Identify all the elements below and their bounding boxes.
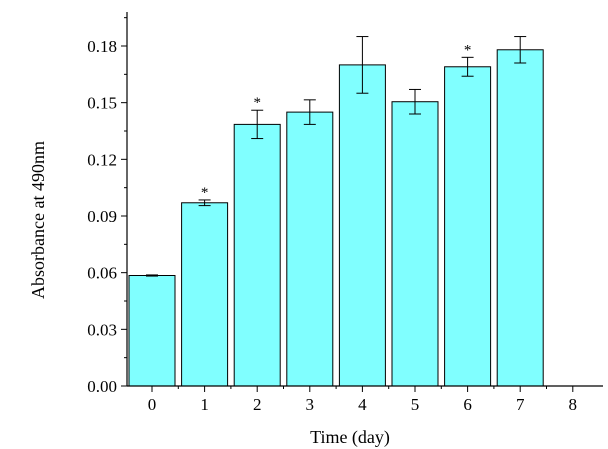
y-tick-label: 0.03 bbox=[87, 320, 117, 339]
x-tick-label: 6 bbox=[463, 395, 472, 414]
y-tick-label: 0.12 bbox=[87, 150, 117, 169]
x-tick-label: 2 bbox=[253, 395, 262, 414]
x-tick-label: 8 bbox=[569, 395, 578, 414]
bar-day-7 bbox=[496, 49, 544, 387]
bar-day-1 bbox=[181, 202, 229, 387]
x-tick-label: 5 bbox=[411, 395, 420, 414]
error-bar-day-7 bbox=[514, 36, 527, 64]
y-tick-label: 0.18 bbox=[87, 37, 117, 56]
significance-star-day-6: * bbox=[464, 42, 472, 58]
bar-day-6 bbox=[444, 66, 492, 387]
y-tick-label: 0.06 bbox=[87, 264, 117, 283]
bar-day-2 bbox=[233, 123, 281, 387]
error-bar-day-4 bbox=[356, 36, 369, 94]
x-tick-label: 4 bbox=[358, 395, 367, 414]
x-tick-label: 3 bbox=[306, 395, 315, 414]
error-bar-day-2 bbox=[251, 109, 264, 140]
error-bars-layer bbox=[146, 36, 527, 277]
tick-labels-layer: 0.00 0.03 0.06 0.09 0.12 0.15 0.18 0 1 2 3 4 5 6 7 8 bbox=[87, 37, 577, 414]
error-bar-day-5 bbox=[409, 88, 421, 115]
error-bar-day-1 bbox=[198, 199, 211, 207]
x-tick-label: 1 bbox=[200, 395, 209, 414]
error-bar-day-6 bbox=[461, 56, 474, 77]
y-tick-label: 0.15 bbox=[87, 94, 117, 113]
y-tick-label: 0.09 bbox=[87, 207, 117, 226]
bar-day-3 bbox=[286, 111, 334, 387]
axes-layer bbox=[121, 12, 603, 392]
significance-markers-layer: * * * bbox=[201, 42, 472, 201]
error-bar-day-3 bbox=[303, 99, 316, 125]
y-tick-label: 0.00 bbox=[87, 377, 117, 396]
bars-layer bbox=[128, 49, 544, 387]
bar-day-0 bbox=[128, 275, 176, 387]
y-axis-title: Absorbance at 490nm bbox=[28, 141, 48, 299]
significance-star-day-1: * bbox=[201, 185, 209, 201]
significance-star-day-2: * bbox=[253, 95, 261, 111]
error-bar-day-0 bbox=[146, 274, 158, 277]
x-tick-label: 0 bbox=[148, 395, 157, 414]
bar-day-5 bbox=[391, 101, 439, 387]
x-tick-label: 7 bbox=[516, 395, 525, 414]
bar-day-4 bbox=[338, 64, 386, 387]
x-axis-title: Time (day) bbox=[310, 427, 390, 448]
